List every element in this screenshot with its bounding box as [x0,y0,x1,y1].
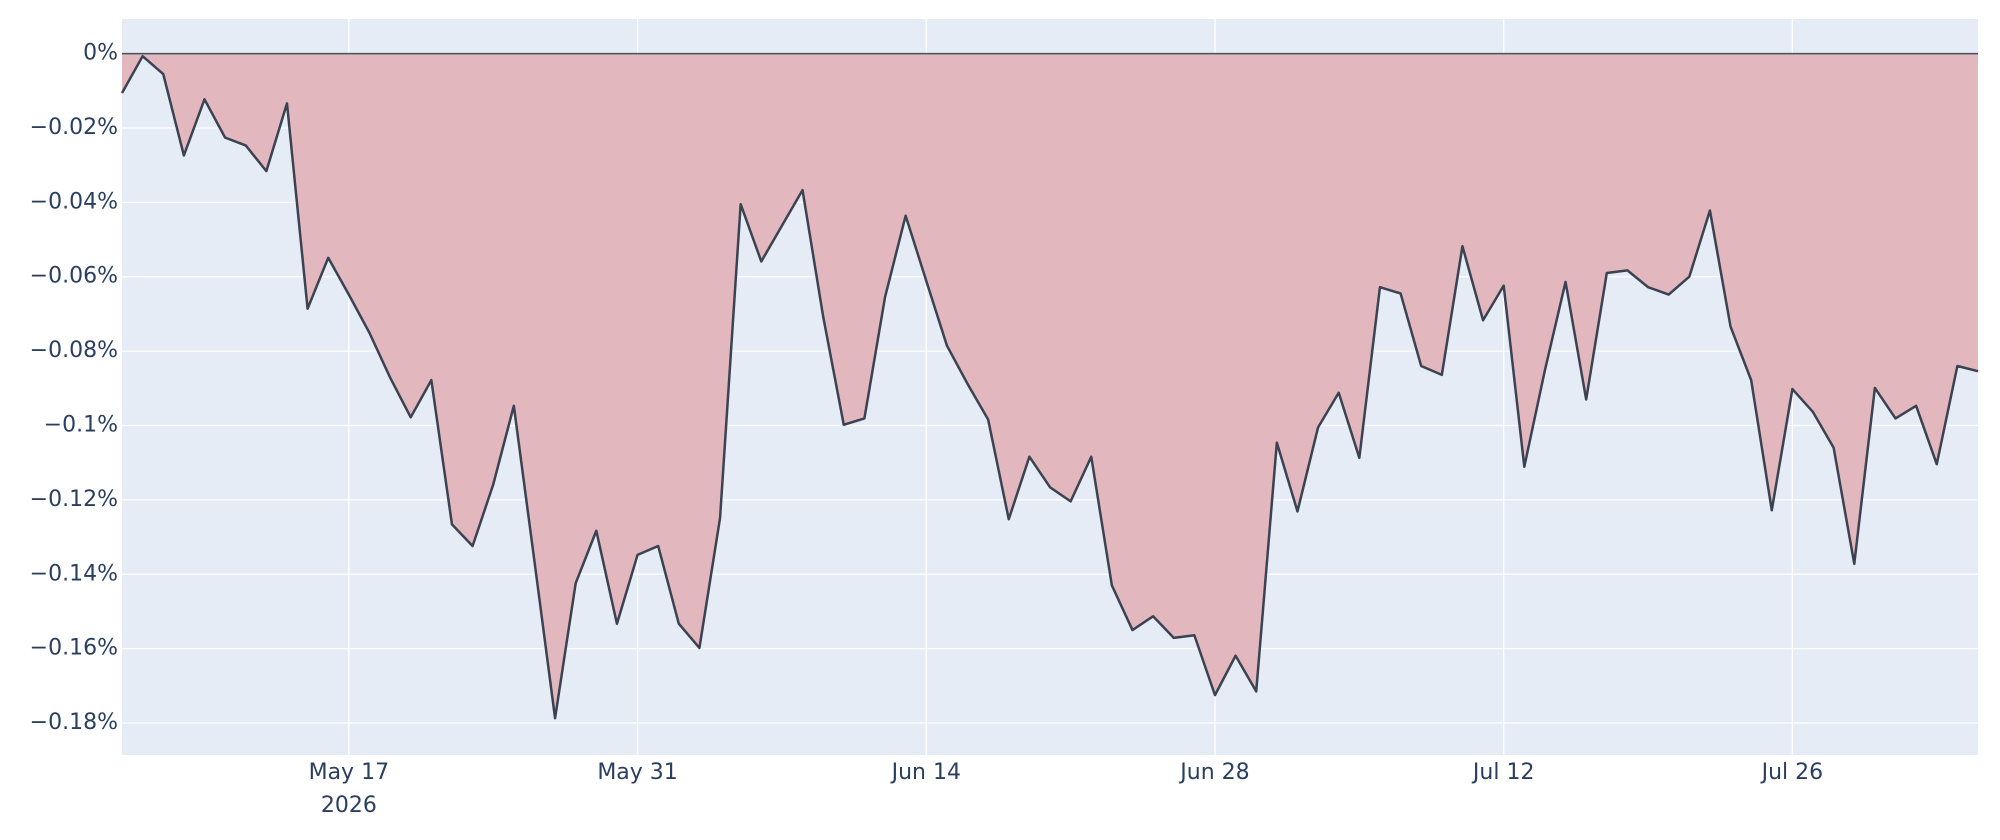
x-tick-label: Jul 26 [1760,760,1824,785]
x-tick-label: Jun 14 [890,760,961,785]
y-tick-label: −0.08% [30,338,118,363]
x-tick-sublabel: 2026 [321,793,377,818]
y-tick-label: −0.1% [44,412,118,437]
x-tick-label: May 17 [309,760,389,785]
x-tick-label: Jun 28 [1178,760,1249,785]
y-tick-label: 0% [83,41,118,66]
y-tick-label: −0.12% [30,487,118,512]
y-tick-label: −0.02% [30,115,118,140]
drawdown-area [122,53,1978,719]
x-tick-label: Jul 12 [1471,760,1535,785]
drawdown-line [120,54,1979,720]
y-tick-label: −0.04% [30,189,118,214]
y-tick-label: −0.14% [30,561,118,586]
y-tick-label: −0.18% [30,710,118,735]
x-tick-label: May 31 [597,760,677,785]
y-tick-label: −0.16% [30,636,118,661]
y-tick-label: −0.06% [30,264,118,289]
